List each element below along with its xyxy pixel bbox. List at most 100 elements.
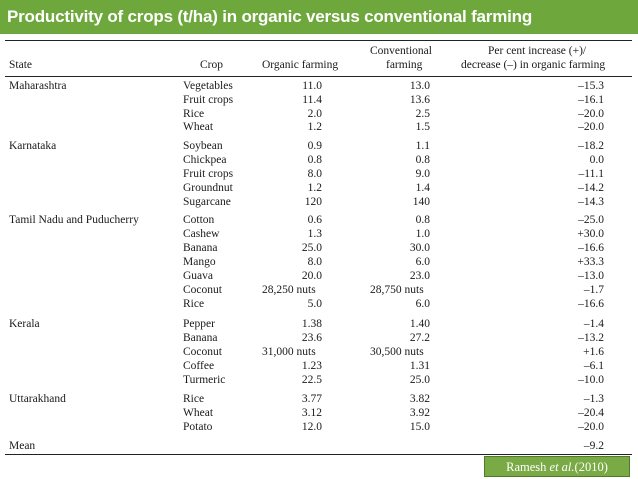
row-percent-change: –25.0 — [578, 214, 604, 226]
row-percent-change: –1.4 — [583, 318, 604, 330]
citation-year: (2010) — [574, 460, 608, 474]
citation-text: Ramesh et al.(2010) — [485, 460, 629, 475]
row-organic: 25.0 — [301, 242, 322, 254]
row-conventional: 28,750 nuts — [370, 284, 424, 296]
row-state: Mean — [9, 440, 36, 452]
row-percent-change: –14.3 — [578, 196, 604, 208]
row-percent-change: –20.0 — [578, 108, 604, 120]
header-state: State — [9, 59, 32, 71]
row-percent-change: –10.0 — [578, 374, 604, 386]
row-state: Kerala — [9, 318, 40, 330]
row-crop: Coffee — [183, 360, 215, 372]
row-conventional: 1.0 — [415, 228, 430, 240]
row-crop: Banana — [183, 242, 218, 254]
row-percent-change: +30.0 — [577, 228, 604, 240]
row-crop: Cotton — [183, 214, 215, 226]
row-organic: 31,000 nuts — [262, 346, 316, 358]
header-organic: Organic farming — [262, 59, 339, 71]
header-conventional-line1: Conventional — [370, 45, 432, 57]
row-crop: Chickpea — [183, 154, 227, 166]
row-crop: Wheat — [183, 121, 214, 133]
header-percent-line2: decrease (–) in organic farming — [461, 59, 606, 71]
row-organic: 12.0 — [301, 421, 322, 433]
row-conventional: 1.1 — [415, 140, 430, 152]
row-conventional: 3.92 — [409, 407, 430, 419]
row-crop: Cashew — [183, 228, 220, 240]
row-percent-change: –6.1 — [583, 360, 604, 372]
citation-author: Ramesh — [506, 460, 550, 474]
row-conventional: 13.6 — [409, 94, 430, 106]
row-organic: 1.23 — [301, 360, 322, 372]
row-crop: Fruit crops — [183, 168, 234, 180]
row-organic: 8.0 — [307, 256, 322, 268]
row-percent-change: –16.6 — [578, 242, 604, 254]
row-crop: Rice — [183, 108, 205, 120]
row-organic: 28,250 nuts — [262, 284, 316, 296]
row-conventional: 0.8 — [415, 154, 430, 166]
row-crop: Potato — [183, 421, 213, 433]
row-organic: 1.3 — [307, 228, 322, 240]
row-percent-change: –20.0 — [578, 421, 604, 433]
row-conventional: 9.0 — [415, 168, 430, 180]
slide-title-bar: Productivity of crops (t/ha) in organic … — [0, 0, 638, 34]
row-percent-change: –13.0 — [578, 270, 604, 282]
row-organic: 1.2 — [307, 182, 322, 194]
table-top-rule — [5, 40, 632, 41]
row-crop: Fruit crops — [183, 94, 234, 106]
row-conventional: 1.5 — [415, 121, 430, 133]
row-crop: Vegetables — [183, 80, 233, 92]
row-conventional: 0.8 — [415, 214, 430, 226]
row-conventional: 1.31 — [409, 360, 430, 372]
row-percent-change: –20.4 — [578, 407, 604, 419]
row-crop: Pepper — [183, 318, 215, 330]
slide-title: Productivity of crops (t/ha) in organic … — [7, 7, 533, 26]
citation-box: Ramesh et al.(2010) — [484, 456, 630, 477]
row-percent-change: –9.2 — [583, 440, 604, 452]
row-organic: 0.8 — [307, 154, 322, 166]
row-percent-change: –1.3 — [583, 393, 604, 405]
row-organic: 11.0 — [302, 80, 322, 92]
row-state: Tamil Nadu and Puducherry — [9, 214, 139, 226]
row-organic: 1.38 — [301, 318, 322, 330]
row-crop: Turmeric — [183, 374, 226, 386]
row-conventional: 30.0 — [409, 242, 430, 254]
row-crop: Wheat — [183, 407, 214, 419]
row-organic: 120 — [304, 196, 322, 208]
row-crop: Rice — [183, 393, 205, 405]
row-crop: Sugarcane — [183, 196, 231, 208]
row-crop: Coconut — [183, 284, 222, 296]
row-percent-change: +33.3 — [577, 256, 604, 268]
row-organic: 5.0 — [307, 298, 322, 310]
row-conventional: 3.82 — [409, 393, 430, 405]
row-conventional: 13.0 — [409, 80, 430, 92]
row-organic: 8.0 — [307, 168, 322, 180]
row-percent-change: –16.1 — [578, 94, 604, 106]
row-conventional: 15.0 — [409, 421, 430, 433]
row-percent-change: –16.6 — [578, 298, 604, 310]
row-conventional: 6.0 — [415, 298, 430, 310]
row-conventional: 1.4 — [415, 182, 430, 194]
row-conventional: 6.0 — [415, 256, 430, 268]
header-percent-line1: Per cent increase (+)/ — [488, 45, 587, 57]
row-percent-change: –20.0 — [578, 121, 604, 133]
row-organic: 3.12 — [301, 407, 322, 419]
row-state: Uttarakhand — [9, 393, 66, 405]
row-percent-change: –11.1 — [578, 168, 604, 180]
header-crop: Crop — [200, 59, 223, 71]
table-bottom-rule — [5, 454, 632, 455]
row-crop: Groundnut — [183, 182, 233, 194]
row-percent-change: –14.2 — [578, 182, 604, 194]
row-conventional: 25.0 — [409, 374, 430, 386]
row-crop: Banana — [183, 332, 218, 344]
row-conventional: 30,500 nuts — [370, 346, 424, 358]
row-conventional: 140 — [412, 196, 430, 208]
row-percent-change: 0.0 — [589, 154, 604, 166]
row-crop: Rice — [183, 298, 205, 310]
row-conventional: 2.5 — [415, 108, 430, 120]
citation-etal: et al. — [549, 460, 575, 474]
row-conventional: 23.0 — [409, 270, 430, 282]
row-percent-change: –18.2 — [578, 140, 604, 152]
row-conventional: 27.2 — [409, 332, 430, 344]
header-conventional-line2: farming — [386, 59, 423, 71]
table-header-rule — [5, 76, 632, 77]
